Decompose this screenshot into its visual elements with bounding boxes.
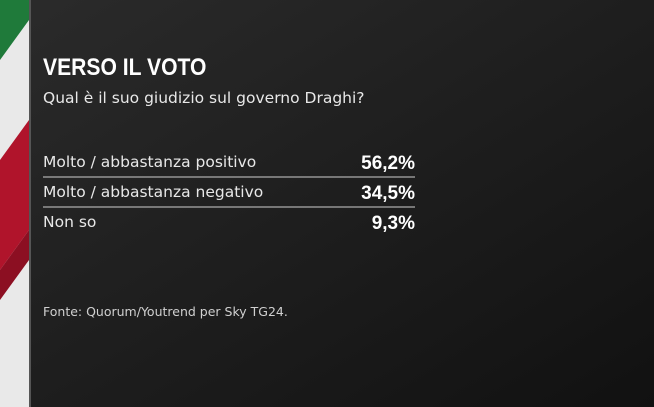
flag-green: [0, 0, 29, 60]
separator: [29, 0, 31, 407]
row-label: Non so: [43, 213, 96, 231]
flag-red: [0, 120, 29, 270]
source: Fonte: Quorum/Youtrend per Sky TG24.: [43, 304, 288, 319]
row-label: Molto / abbastanza negativo: [43, 183, 263, 201]
title: VERSO IL VOTO: [43, 54, 206, 81]
row-value: 34,5%: [361, 183, 415, 204]
row-value: 56,2%: [361, 153, 415, 174]
flag-red-dark: [0, 230, 29, 300]
row-label: Molto / abbastanza positivo: [43, 153, 256, 171]
subtitle: Qual è il suo giudizio sul governo Dragh…: [43, 89, 365, 107]
row-value: 9,3%: [372, 213, 415, 234]
